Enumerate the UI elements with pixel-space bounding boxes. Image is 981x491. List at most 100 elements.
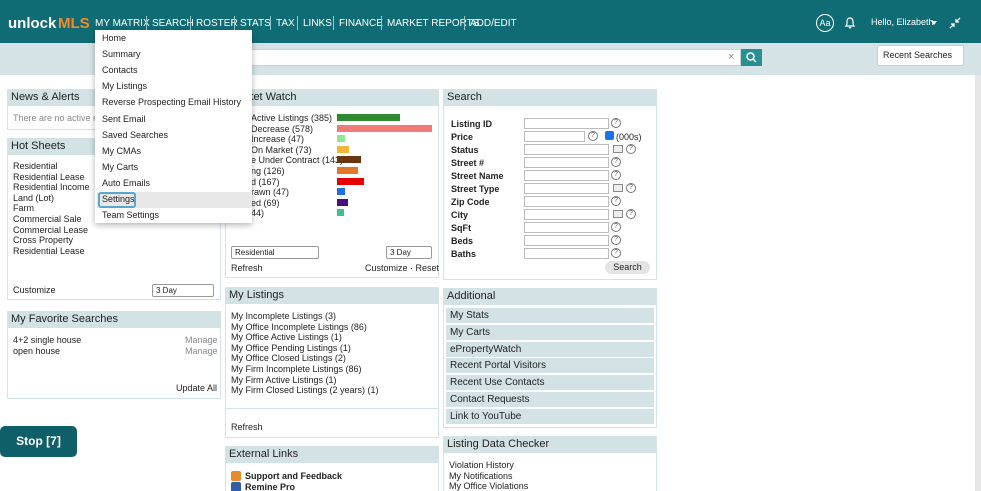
picker-icon[interactable] bbox=[613, 210, 623, 218]
help-icon[interactable]: ? bbox=[611, 248, 621, 258]
period-select[interactable]: 3 Day bbox=[152, 284, 214, 297]
menu-item[interactable]: My CMAs bbox=[102, 145, 141, 156]
help-icon[interactable]: ? bbox=[611, 157, 621, 167]
nav-item[interactable]: MY MATRIX bbox=[95, 18, 150, 29]
manage-link[interactable]: Manage bbox=[185, 345, 218, 356]
market-watch-link[interactable]: Active Listings (385) bbox=[251, 113, 333, 123]
favorite-search[interactable]: open house bbox=[13, 345, 61, 356]
nav-item[interactable]: MARKET REPORTS bbox=[387, 18, 480, 29]
search-button[interactable] bbox=[741, 49, 762, 66]
market-watch-link[interactable]: 44) bbox=[251, 208, 265, 219]
field-input[interactable] bbox=[524, 222, 609, 233]
property-type-select[interactable]: Residential bbox=[231, 246, 319, 259]
clear-search[interactable]: × bbox=[728, 51, 735, 63]
notifications-icon[interactable] bbox=[844, 16, 856, 29]
menu-item[interactable]: Contacts bbox=[102, 65, 138, 76]
checkbox[interactable] bbox=[605, 131, 614, 140]
field-input[interactable] bbox=[524, 118, 609, 129]
picker-icon[interactable] bbox=[613, 184, 623, 192]
recent-searches[interactable]: Recent Searches bbox=[877, 45, 964, 66]
menu-item[interactable]: Sent Email bbox=[102, 113, 146, 124]
refresh-link[interactable]: Refresh bbox=[231, 263, 263, 273]
field-input[interactable] bbox=[524, 170, 609, 181]
field-input[interactable] bbox=[524, 248, 609, 259]
update-all[interactable]: Update All bbox=[176, 383, 218, 393]
hot-sheet-link[interactable]: Residential bbox=[13, 161, 58, 171]
additional-link[interactable]: Recent Portal Visitors bbox=[446, 358, 654, 375]
market-watch-link[interactable]: ng (126) bbox=[251, 166, 285, 176]
help-icon[interactable]: ? bbox=[588, 131, 598, 141]
field-input[interactable] bbox=[524, 131, 585, 142]
favorite-search[interactable]: 4+2 single house bbox=[13, 335, 82, 345]
checker-link[interactable]: Violation History bbox=[449, 460, 514, 470]
menu-item[interactable]: Saved Searches bbox=[102, 129, 169, 140]
help-icon[interactable]: ? bbox=[626, 183, 636, 193]
additional-link[interactable]: Link to YouTube bbox=[446, 408, 654, 425]
picker-icon[interactable] bbox=[613, 145, 623, 153]
help-icon[interactable]: ? bbox=[611, 235, 621, 245]
market-watch-link[interactable]: e Under Contract (143) bbox=[251, 155, 344, 166]
stop-button[interactable]: Stop [7] bbox=[0, 426, 77, 457]
customize-reset[interactable]: Customize · Reset bbox=[365, 263, 440, 273]
market-watch-link[interactable]: ed (69) bbox=[251, 197, 280, 208]
field-input[interactable] bbox=[524, 183, 609, 194]
listing-link[interactable]: My Office Active Listings (1) bbox=[231, 332, 342, 343]
hot-sheet-link[interactable]: Cross Property bbox=[13, 235, 74, 246]
market-watch-link[interactable]: Decrease (578) bbox=[251, 123, 314, 134]
listing-link[interactable]: My Office Incomplete Listings (86) bbox=[231, 321, 367, 332]
period-select[interactable]: 3 Day bbox=[386, 246, 432, 259]
refresh-link[interactable]: Refresh bbox=[231, 422, 263, 432]
additional-link[interactable]: My Carts bbox=[446, 324, 654, 341]
market-watch-link[interactable]: d (167) bbox=[251, 176, 280, 187]
additional-link[interactable]: ePropertyWatch bbox=[446, 341, 654, 358]
market-watch-link[interactable]: rawn (47) bbox=[251, 187, 290, 198]
market-watch-link[interactable]: Increase (47) bbox=[251, 134, 305, 145]
nav-item[interactable]: ROSTER bbox=[196, 18, 238, 29]
checker-link[interactable]: My Notifications bbox=[449, 470, 513, 481]
menu-item[interactable]: My Listings bbox=[102, 81, 148, 92]
external-link[interactable]: Support and Feedback bbox=[245, 471, 343, 481]
help-icon[interactable]: ? bbox=[611, 170, 621, 180]
help-icon[interactable]: ? bbox=[611, 118, 621, 128]
hot-sheet-link[interactable]: Land (Lot) bbox=[13, 192, 55, 203]
menu-item[interactable]: Reverse Prospecting Email History bbox=[102, 97, 242, 108]
collapse-icon[interactable] bbox=[949, 17, 961, 29]
checker-link[interactable]: My Office Violations bbox=[449, 481, 529, 491]
external-link[interactable]: Remine Pro bbox=[245, 482, 296, 491]
hot-sheet-link[interactable]: Farm bbox=[13, 203, 34, 214]
additional-link[interactable]: Recent Use Contacts bbox=[446, 375, 654, 392]
menu-item[interactable]: Team Settings bbox=[102, 210, 160, 221]
nav-item[interactable]: FINANCE bbox=[339, 18, 383, 29]
customize-link[interactable]: Customize bbox=[13, 285, 56, 295]
listing-link[interactable]: My Firm Incomplete Listings (86) bbox=[231, 364, 362, 374]
listing-link[interactable]: My Office Closed Listings (2) bbox=[231, 353, 346, 364]
manage-link[interactable]: Manage bbox=[185, 335, 218, 345]
market-watch-link[interactable]: On Market (73) bbox=[251, 144, 312, 155]
listing-link[interactable]: My Firm Active Listings (1) bbox=[231, 374, 337, 385]
hot-sheet-link[interactable]: Residential Lease bbox=[13, 171, 85, 182]
hot-sheet-link[interactable]: Commercial Sale bbox=[13, 214, 82, 224]
field-input[interactable] bbox=[524, 157, 609, 168]
hot-sheet-link[interactable]: Residential Lease bbox=[13, 245, 85, 256]
additional-link[interactable]: Contact Requests bbox=[446, 392, 654, 408]
help-icon[interactable]: ? bbox=[626, 209, 636, 219]
field-input[interactable] bbox=[524, 196, 609, 207]
nav-item[interactable]: LINKS bbox=[303, 18, 332, 29]
field-input[interactable] bbox=[524, 235, 609, 246]
user-menu[interactable]: Hello, Elizabeth bbox=[871, 17, 934, 27]
search-input[interactable] bbox=[250, 49, 741, 66]
field-input[interactable] bbox=[524, 209, 609, 220]
listing-link[interactable]: My Firm Closed Listings (2 years) (1) bbox=[231, 385, 379, 396]
help-icon[interactable]: ? bbox=[626, 144, 636, 154]
hot-sheet-link[interactable]: Residential Income bbox=[13, 182, 90, 193]
nav-item[interactable]: ADD/EDIT bbox=[470, 18, 517, 29]
additional-link[interactable]: My Stats bbox=[446, 308, 654, 324]
hot-sheet-link[interactable]: Commercial Lease bbox=[13, 224, 89, 235]
search-submit[interactable]: Search bbox=[605, 261, 650, 274]
help-icon[interactable]: ? bbox=[611, 196, 621, 206]
listing-link[interactable]: My Incomplete Listings (3) bbox=[231, 311, 337, 321]
menu-item[interactable]: Settings bbox=[102, 194, 135, 204]
menu-item[interactable]: My Carts bbox=[102, 161, 138, 172]
font-size-button[interactable]: Aa bbox=[816, 14, 834, 32]
nav-item[interactable]: TAX bbox=[276, 18, 295, 29]
